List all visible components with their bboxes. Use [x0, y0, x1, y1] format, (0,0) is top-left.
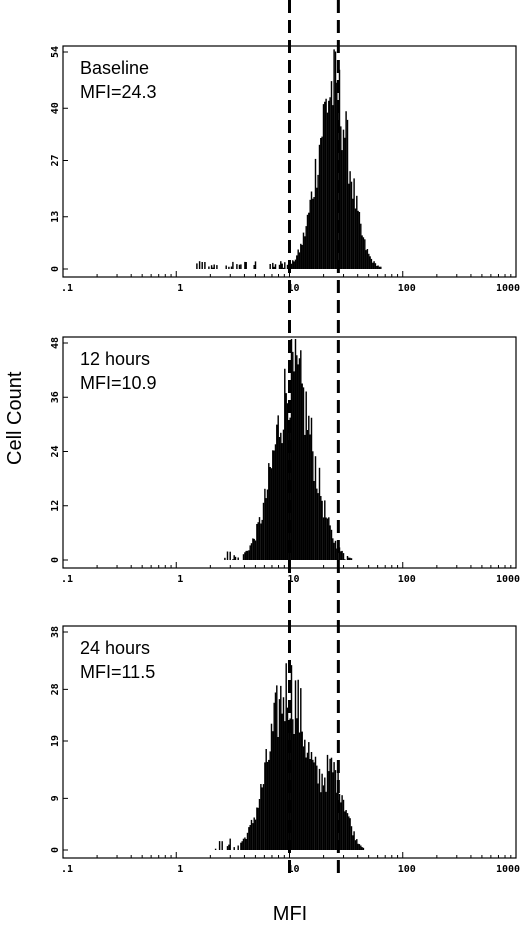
x-tick-label: 1	[177, 864, 183, 875]
x-tick-label: 10	[287, 574, 299, 585]
y-tick-label: 19	[50, 735, 61, 747]
x-tick-label: 1000	[496, 574, 520, 585]
panel-mfi-label: MFI=11.5	[80, 662, 155, 682]
y-tick-label: 27	[50, 154, 61, 166]
x-tick-label: 10	[287, 864, 299, 875]
y-tick-label: 12	[50, 500, 61, 512]
x-tick-label: .1	[61, 283, 73, 294]
x-tick-label: 10	[287, 283, 299, 294]
y-tick-label: 40	[50, 102, 61, 114]
panel-title: Baseline	[80, 58, 149, 78]
x-tick-label: 1	[177, 574, 183, 585]
x-tick-label: 1000	[496, 864, 520, 875]
x-tick-label: 1	[177, 283, 183, 294]
histogram-panel-2: 48 36 24 12 0 .1 1 10 100 1000 12 hours MFI=10.9	[50, 336, 520, 585]
x-tick-label: 100	[398, 864, 416, 875]
y-tick-label: 0	[50, 847, 61, 853]
x-tick-label: 1000	[496, 283, 520, 294]
y-tick-label: 28	[50, 683, 61, 695]
panel-title: 12 hours	[80, 349, 150, 369]
y-tick-label: 48	[50, 337, 61, 349]
panel-title: 24 hours	[80, 638, 150, 658]
panel-mfi-label: MFI=10.9	[80, 373, 157, 393]
y-tick-label: 0	[50, 266, 61, 272]
y-tick-label: 36	[50, 391, 61, 403]
y-tick-label: 54	[50, 46, 61, 58]
x-tick-label: .1	[61, 864, 73, 875]
y-axis-label: Cell Count	[4, 371, 26, 465]
panel-mfi-label: MFI=24.3	[80, 82, 157, 102]
x-tick-label: 100	[398, 283, 416, 294]
histogram-panel-3: 38 28 19 9 0 .1 1 10 100 1000 24 hours MFI=11.5	[50, 625, 520, 875]
y-tick-label: 24	[50, 445, 61, 457]
y-tick-label: 0	[50, 557, 61, 563]
y-tick-label: 9	[50, 795, 61, 801]
y-tick-label: 38	[50, 626, 61, 638]
x-tick-label: 100	[398, 574, 416, 585]
x-tick-label: .1	[61, 574, 73, 585]
histogram-panel-1: 54 40 27 13 0 .1 1 10 100 1000 Baseline MFI=24.3	[50, 45, 520, 294]
y-tick-label: 13	[50, 211, 61, 223]
x-axis-label: MFI	[272, 903, 308, 925]
